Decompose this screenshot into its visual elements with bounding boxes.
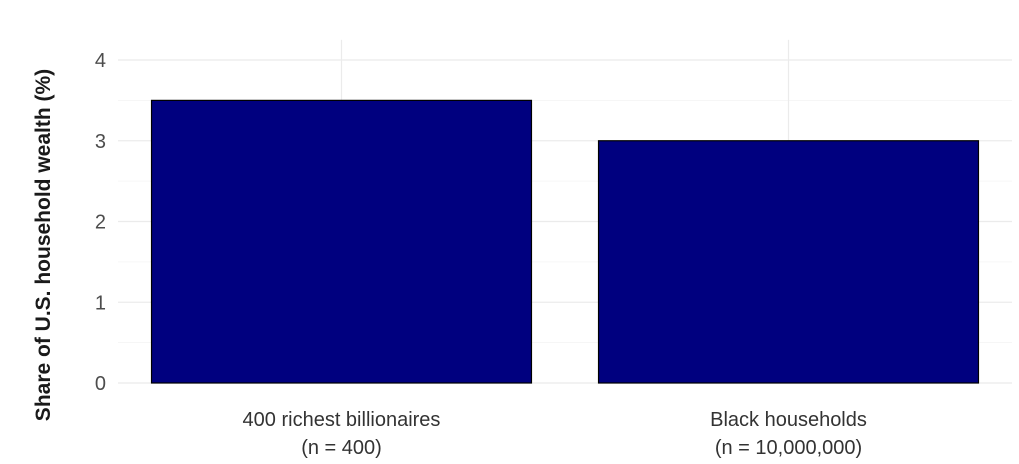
y-tick-label: 3 bbox=[95, 131, 106, 153]
x-tick-label-line: 400 richest billionaires bbox=[243, 409, 441, 431]
y-tick-labels: 0 1 2 3 4 bbox=[95, 50, 106, 395]
x-tick-label-line: Black households bbox=[710, 409, 867, 431]
y-tick-label: 1 bbox=[95, 292, 106, 314]
y-tick-label: 2 bbox=[95, 212, 106, 234]
x-tick-labels: 400 richest billionaires (n = 400) Black h… bbox=[243, 409, 867, 459]
x-tick-label: 400 richest billionaires (n = 400) bbox=[243, 409, 441, 459]
x-tick-label: Black households (n = 10,000,000) bbox=[710, 409, 867, 459]
bars bbox=[150, 99, 980, 384]
bar bbox=[597, 140, 980, 384]
x-tick-label-line: (n = 10,000,000) bbox=[715, 437, 862, 459]
y-axis-title: Share of U.S. household wealth (%) bbox=[32, 69, 55, 421]
y-tick-label: 0 bbox=[95, 373, 106, 395]
y-tick-label: 4 bbox=[95, 50, 106, 72]
bar bbox=[150, 99, 533, 384]
x-tick-label-line: (n = 400) bbox=[301, 437, 382, 459]
